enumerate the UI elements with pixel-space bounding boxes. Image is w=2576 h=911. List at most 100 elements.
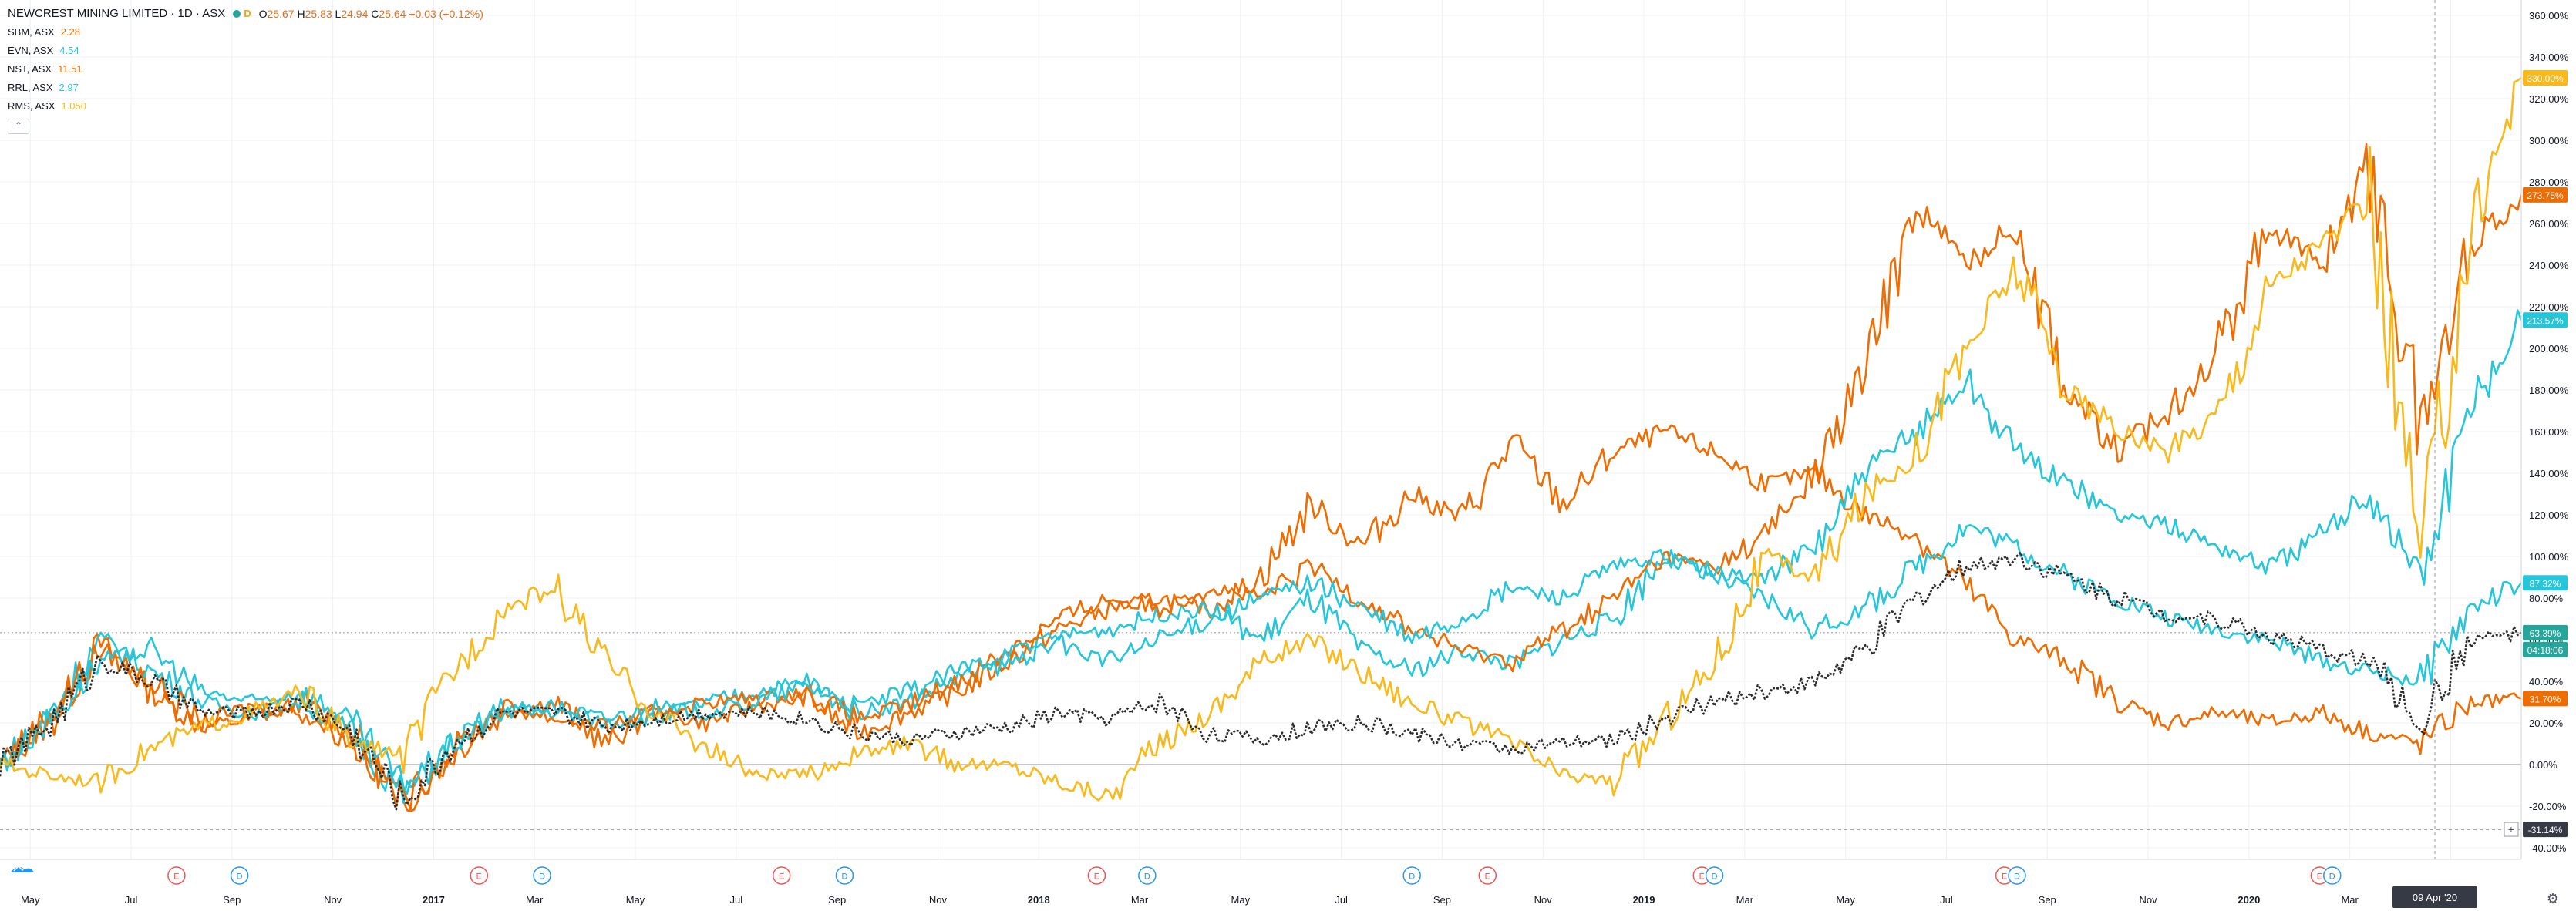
earnings-marker[interactable]: E	[1692, 866, 1711, 885]
y-axis-price-tag: 330.00%	[2523, 70, 2568, 86]
y-tick-label: 300.00%	[2529, 135, 2569, 146]
dividend-marker-label: D	[1712, 872, 1718, 882]
y-tick-label: 240.00%	[2529, 260, 2569, 271]
earnings-marker[interactable]: E	[470, 866, 489, 885]
legend-series-item[interactable]: SBM, ASX 2.28	[8, 23, 483, 42]
earnings-marker[interactable]: E	[167, 866, 186, 885]
x-tick-label: Mar	[1131, 894, 1149, 906]
y-axis-price-tag: 63.39%	[2523, 624, 2568, 640]
y-tick-label: 180.00%	[2529, 385, 2569, 396]
earnings-marker-label: E	[2317, 872, 2322, 882]
price-tag-label: 63.39%	[2530, 628, 2561, 639]
y-tick-label: 340.00%	[2529, 52, 2569, 63]
series-line-rms[interactable]	[0, 76, 2522, 802]
y-axis-price-tag: 87.32%	[2523, 575, 2568, 591]
legend-series-name: EVN, ASX	[8, 45, 54, 56]
dividend-marker[interactable]: D	[2323, 866, 2342, 885]
dividend-marker[interactable]: D	[2008, 866, 2026, 885]
corner-controls[interactable]: ⚙	[11, 864, 2559, 907]
y-tick-label: -20.00%	[2529, 801, 2567, 812]
collapse-legend-button[interactable]: ⌃	[8, 119, 29, 134]
y-axis[interactable]: 360.00% 340.00% 320.00% 300.00% 280.00% 260.0…	[2520, 0, 2576, 911]
chart-legend: NEWCREST MINING LIMITED · 1D · ASX D O25…	[8, 5, 483, 134]
open-value: 25.67	[267, 8, 295, 20]
price-tags: 31.70% 87.32% 273.75% 213.57% 330.00% 63.39% 0…	[2504, 70, 2568, 838]
legend-series-item[interactable]: NST, ASX 11.51	[8, 60, 483, 79]
series-lines[interactable]	[0, 76, 2523, 812]
earnings-marker-label: E	[1094, 872, 1099, 882]
earnings-marker[interactable]: E	[1087, 866, 1106, 885]
y-tick-label: 160.00%	[2529, 426, 2569, 438]
y-axis-price-tag: 31.70%	[2523, 691, 2568, 707]
high-value: 25.83	[305, 8, 332, 20]
dividend-marker[interactable]: D	[533, 866, 551, 885]
series-line-newcrest-mining-limited[interactable]	[0, 551, 2522, 811]
dividend-marker[interactable]: D	[1138, 866, 1157, 885]
legend-series-name: NST, ASX	[8, 63, 52, 75]
series-line-sbm[interactable]	[0, 424, 2522, 812]
change-value: +0.03 (+0.12%)	[409, 8, 483, 20]
x-tick-label: 2017	[423, 894, 445, 906]
legend-series-item[interactable]: RRL, ASX 2.97	[8, 79, 483, 97]
legend-series-name: SBM, ASX	[8, 26, 55, 38]
legend-series-value: 4.54	[59, 45, 79, 56]
market-status[interactable]: D	[233, 5, 251, 23]
x-tick-label: Sep	[2039, 894, 2056, 906]
lower-line-tag	[2523, 822, 2568, 838]
y-tick-label: 20.00%	[2529, 718, 2564, 729]
dividend-marker[interactable]: D	[1705, 866, 1724, 885]
legend-series-item[interactable]: RMS, ASX 1.050	[8, 97, 483, 116]
dividend-flag: D	[244, 8, 251, 19]
dividend-marker-label: D	[1409, 872, 1415, 882]
legend-series-list: SBM, ASX 2.28 EVN, ASX 4.54 NST, ASX 11.51 RRL…	[8, 23, 483, 116]
earnings-marker-label: E	[1485, 872, 1490, 882]
dividend-marker-label: D	[1144, 872, 1150, 882]
legend-series-value: 1.050	[61, 100, 86, 112]
x-tick-label: Jul	[1335, 894, 1348, 906]
earnings-marker-label: E	[476, 872, 482, 882]
y-tick-label: -40.00%	[2529, 842, 2567, 854]
x-tick-label: May	[1231, 894, 1251, 906]
crosshair-date-box	[2392, 886, 2477, 908]
legend-series-item[interactable]: EVN, ASX 4.54	[8, 42, 483, 60]
symbol-title[interactable]: NEWCREST MINING LIMITED · 1D · ASX	[8, 7, 226, 20]
y-tick-label: 140.00%	[2529, 468, 2569, 479]
x-tick-label: Nov	[324, 894, 342, 906]
x-tick-label: Jul	[730, 894, 743, 906]
lower-line-tag-label: -31.14%	[2528, 825, 2563, 835]
y-axis-background	[2521, 0, 2576, 911]
countdown-label: 04:18:06	[2527, 645, 2564, 656]
x-tick-label: May	[21, 894, 40, 906]
dividend-marker-label: D	[237, 872, 243, 882]
y-axis-price-tag: 213.57%	[2523, 312, 2568, 328]
x-tick-label: Jul	[1940, 894, 1953, 906]
y-tick-label: 360.00%	[2529, 10, 2569, 22]
earnings-marker[interactable]: E	[1478, 866, 1497, 885]
price-tag-label: 273.75%	[2527, 190, 2564, 201]
series-line-rrl[interactable]	[0, 309, 2523, 795]
x-tick-label: Nov	[929, 894, 948, 906]
tradingview-logo-icon[interactable]	[11, 864, 34, 872]
dividend-marker[interactable]: D	[230, 866, 249, 885]
earnings-marker[interactable]: E	[772, 866, 791, 885]
chart-grid	[0, 0, 2521, 859]
legend-series-name: RRL, ASX	[8, 82, 53, 93]
dividend-marker[interactable]: D	[835, 866, 854, 885]
x-tick-label: Sep	[1433, 894, 1451, 906]
close-value: 25.64	[379, 8, 406, 20]
y-tick-label: 40.00%	[2529, 676, 2564, 687]
legend-series-value: 2.97	[59, 82, 79, 93]
x-axis-background	[0, 859, 2521, 911]
earnings-marker-label: E	[1699, 872, 1705, 882]
x-tick-label: 2020	[2238, 894, 2260, 906]
x-tick-label: 2019	[1633, 894, 1655, 906]
crosshair-date-label: 09 Apr '20	[2413, 892, 2457, 903]
x-tick-label: Sep	[828, 894, 846, 906]
x-axis[interactable]: May Jul Sep Nov 2017 Mar May Jul Sep Nov 2018 Mar Ma…	[0, 859, 2521, 911]
dividend-marker-label: D	[2329, 872, 2335, 882]
settings-gear-icon[interactable]: ⚙	[2547, 891, 2559, 907]
legend-series-value: 2.28	[60, 26, 81, 38]
dividend-marker[interactable]: D	[1402, 866, 1421, 885]
